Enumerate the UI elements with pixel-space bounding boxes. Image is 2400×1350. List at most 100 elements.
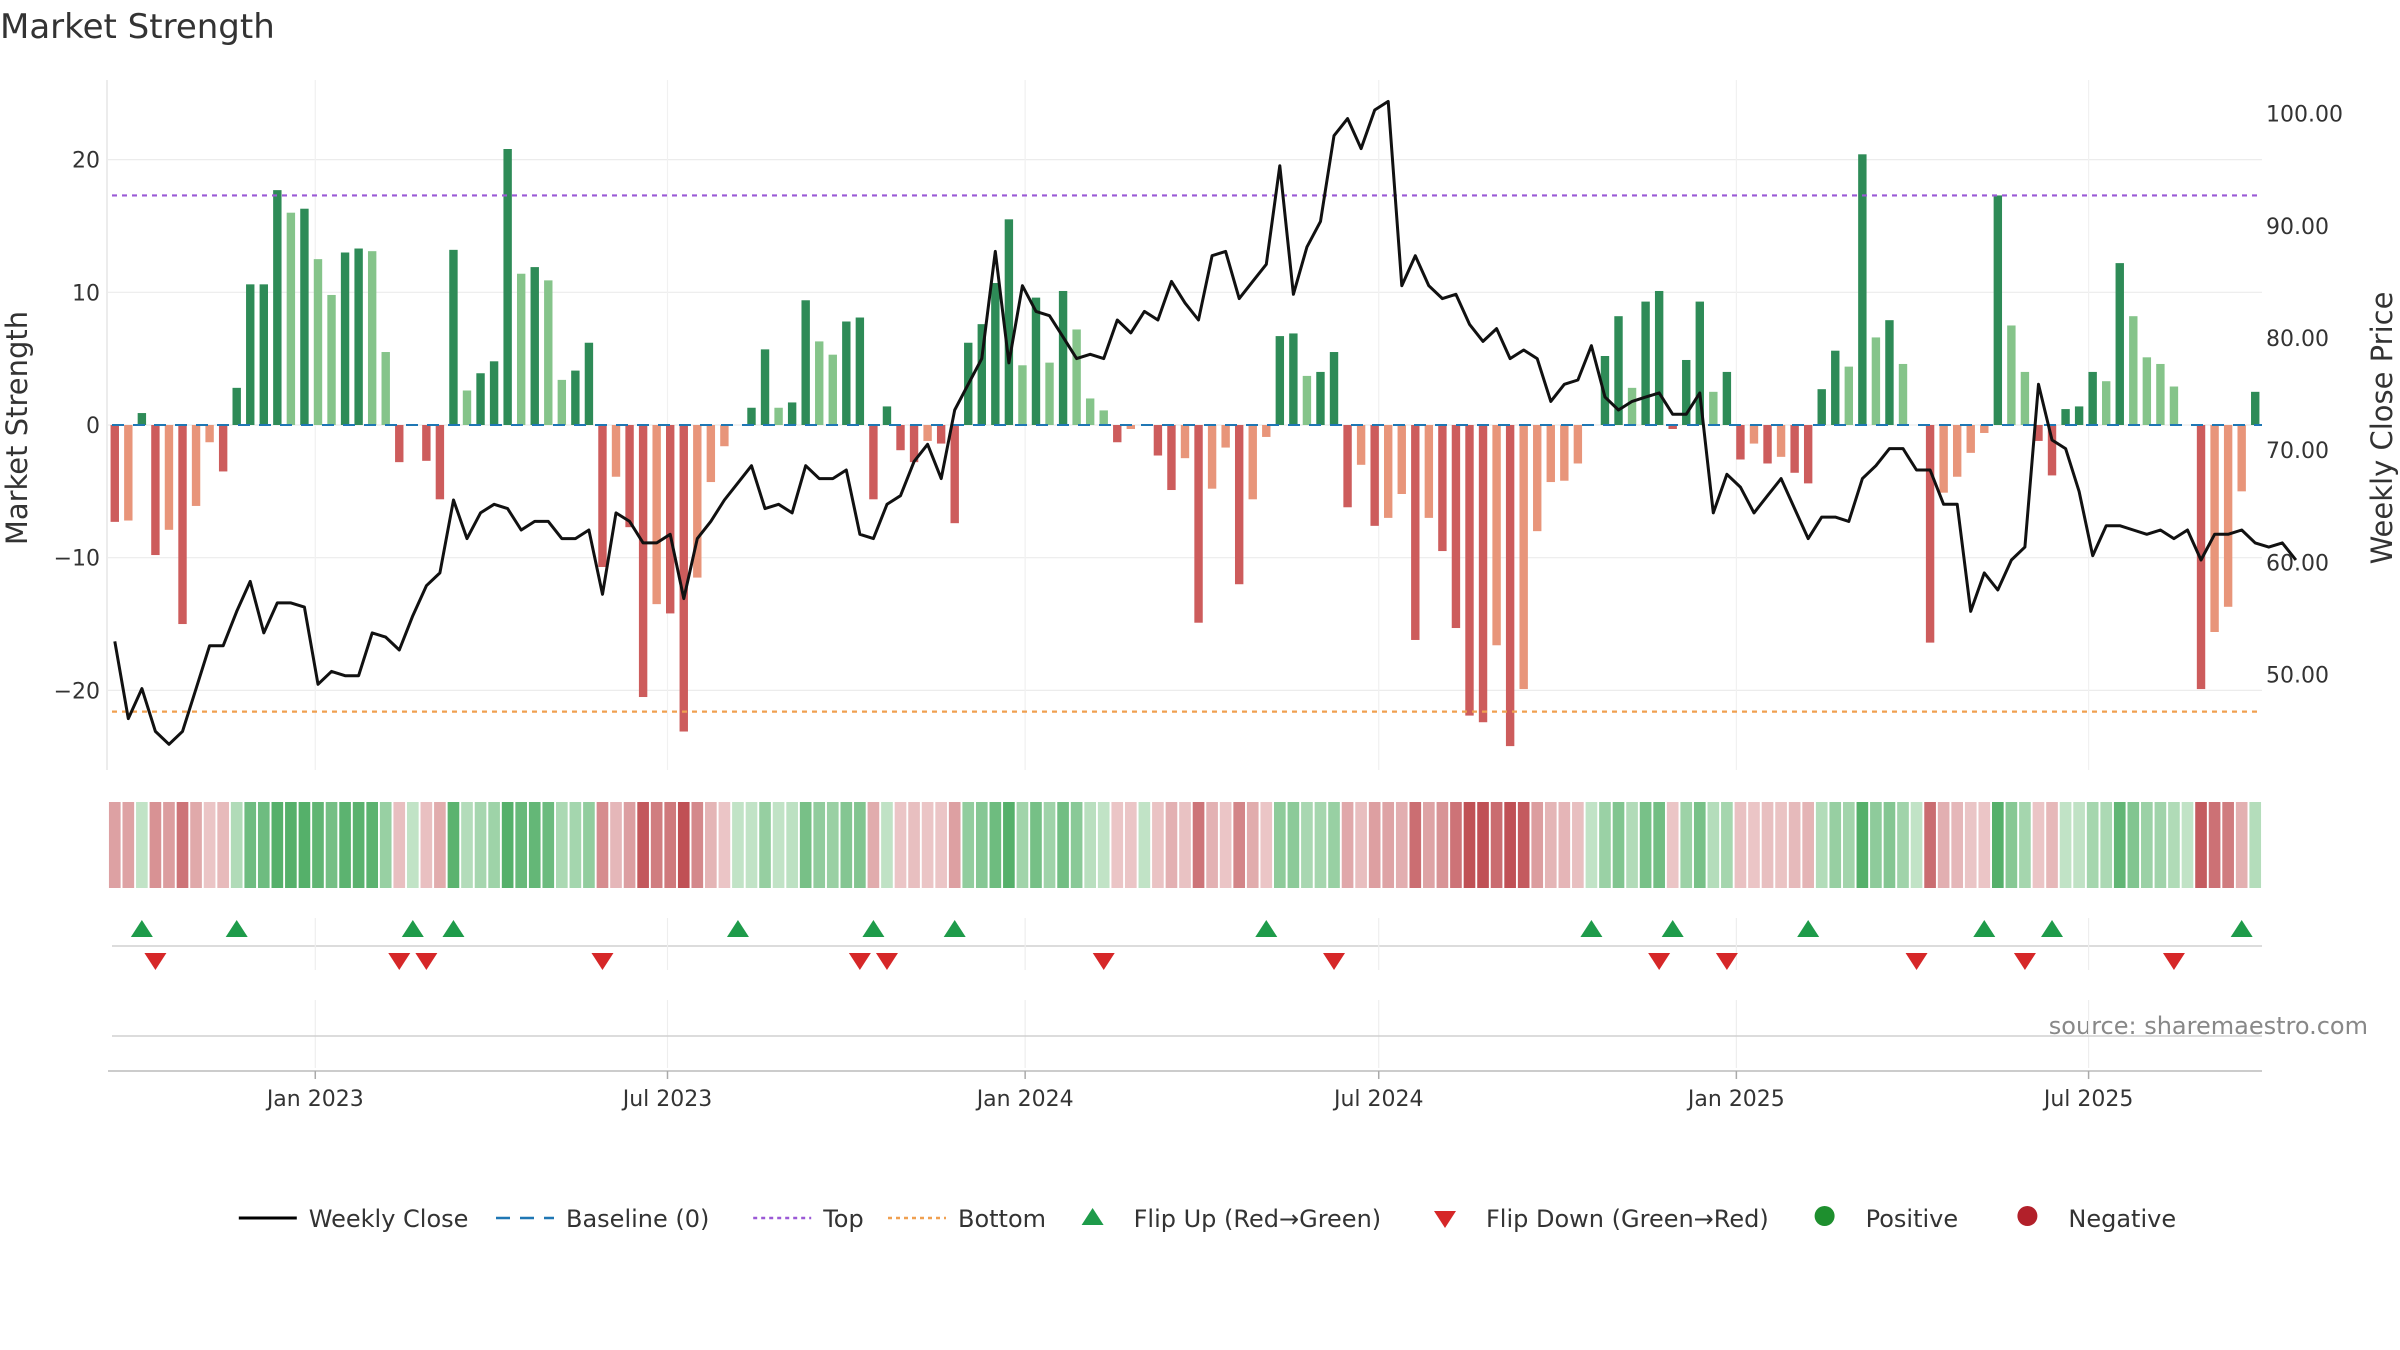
heatmap-cell: [366, 802, 378, 888]
strength-bar: [1627, 387, 1637, 425]
heatmap-cell: [515, 802, 528, 888]
heatmap-cell: [1097, 802, 1110, 888]
heatmap-cell: [108, 802, 121, 888]
y2-tick-label: 100.00: [2266, 103, 2343, 128]
heatmap-cell: [501, 802, 514, 888]
strength-bar: [1925, 425, 1935, 643]
strength-bar: [1533, 425, 1542, 532]
legend-label: Baseline (0): [566, 1205, 709, 1233]
heatmap-cell: [1842, 802, 1855, 888]
strength-bar: [530, 267, 539, 425]
heatmap-cell: [461, 802, 473, 888]
heatmap-cell: [2019, 802, 2031, 888]
heatmap-cell: [312, 802, 324, 888]
heatmap-cell: [1815, 802, 1828, 888]
legend-item: Negative: [2017, 1205, 2176, 1233]
legend-label: Flip Up (Red→Green): [1134, 1205, 1382, 1233]
heatmap-cell: [1395, 802, 1408, 888]
x-tick-label: Jul 2025: [2042, 1087, 2134, 1112]
strength-bar: [367, 251, 377, 425]
legend-item: Bottom: [888, 1205, 1046, 1233]
strength-bar: [991, 283, 1000, 425]
strength-bar: [1817, 389, 1826, 425]
strength-bar: [476, 373, 485, 425]
strength-bar: [896, 425, 905, 451]
flip-down-marker: [848, 953, 871, 970]
heatmap-cell: [772, 802, 785, 888]
strength-bar: [2223, 425, 2233, 607]
x-tick-label: Jan 2024: [975, 1087, 1074, 1112]
strength-bar: [340, 252, 350, 425]
strength-bar: [1546, 425, 1555, 483]
flip-up-marker: [2041, 920, 2064, 937]
heatmap-cell: [244, 802, 257, 888]
heatmap-cell: [1761, 802, 1774, 888]
y2-tick-label: 70.00: [2266, 439, 2329, 464]
strength-bar: [1505, 425, 1515, 747]
heatmap-cell: [745, 802, 758, 888]
strength-bar: [286, 212, 296, 425]
flip-down-marker: [1648, 953, 1671, 970]
flip-up-marker: [2230, 920, 2253, 937]
strength-bar: [2102, 381, 2111, 425]
strength-bar: [1424, 425, 1434, 518]
heatmap-cell: [1883, 802, 1896, 888]
legend-item: Weekly Close: [238, 1205, 468, 1233]
heatmap-cell: [1287, 802, 1300, 888]
strength-bar: [2007, 325, 2016, 425]
y2-tick-label: 80.00: [2266, 327, 2329, 352]
legend-circle-swatch: [1814, 1206, 1835, 1226]
heatmap-cell: [1517, 802, 1530, 888]
heatmap-cell: [1192, 802, 1205, 888]
strength-bar: [855, 317, 865, 425]
legend-circle-swatch: [2017, 1206, 2038, 1226]
strength-bar: [706, 425, 716, 483]
heatmap-cell: [1870, 802, 1882, 888]
heatmap-cell: [975, 802, 988, 888]
heatmap-cell: [1626, 802, 1638, 888]
heatmap-cell: [136, 802, 148, 888]
heatmap-cell: [1463, 802, 1476, 888]
strength-bar: [1411, 425, 1420, 640]
strength-bar: [1018, 365, 1027, 425]
heatmap-cell: [637, 802, 649, 888]
strength-bar: [1668, 425, 1677, 429]
heatmap-cell: [1978, 802, 1991, 888]
heatmap-cell: [1111, 802, 1124, 888]
legend-label: Top: [822, 1205, 864, 1233]
heatmap-cell: [1301, 802, 1313, 888]
strength-bar: [218, 425, 228, 472]
heatmap-cell: [406, 802, 419, 888]
heatmap-cell: [1219, 802, 1232, 888]
y-axis-label: Market Strength: [0, 311, 34, 545]
legend-item: Positive: [1814, 1205, 1959, 1233]
legend-label: Positive: [1866, 1205, 1959, 1233]
flip-down-marker: [2162, 953, 2185, 970]
strength-bar: [449, 249, 458, 425]
heatmap-cell: [1233, 802, 1246, 888]
legend-down-swatch: [1434, 1211, 1456, 1228]
heatmap-cell: [732, 802, 744, 888]
strength-bar: [1167, 425, 1176, 491]
strength-bar: [1952, 425, 1962, 477]
strength-bar: [625, 425, 634, 528]
heatmap-cell: [1544, 802, 1557, 888]
heatmap-cell: [1030, 802, 1042, 888]
heatmap-cell: [583, 802, 595, 888]
strength-bar: [1262, 425, 1271, 437]
x-tick-label: Jan 2025: [1686, 1087, 1785, 1112]
heatmap-cell: [2005, 802, 2018, 888]
strength-bar: [232, 387, 241, 425]
heatmap-cell: [989, 802, 1002, 888]
heatmap-cell: [1179, 802, 1191, 888]
strength-bar: [2020, 371, 2030, 425]
strength-bar: [1465, 425, 1474, 716]
strength-bar: [2129, 316, 2138, 425]
heatmap-cell: [379, 802, 392, 888]
strength-bar: [2142, 357, 2152, 425]
heatmap-cell: [163, 802, 175, 888]
strength-bar: [327, 294, 336, 425]
strength-bar: [462, 390, 472, 425]
strength-bar: [2088, 371, 2097, 425]
